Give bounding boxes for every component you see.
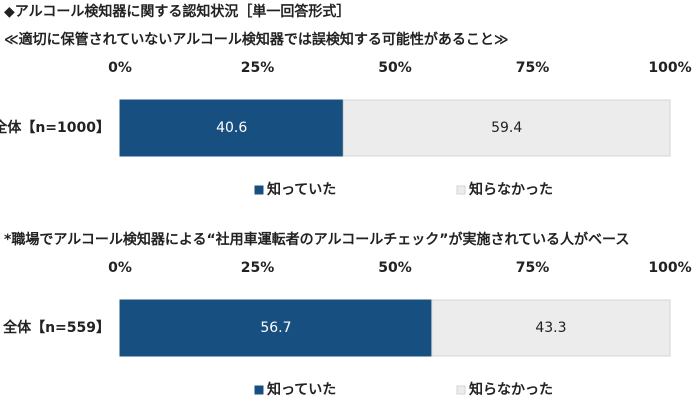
legend-label: 知らなかった — [469, 181, 553, 198]
value-label: 56.7 — [260, 320, 291, 336]
value-label: 59.4 — [491, 120, 522, 136]
value-label: 43.3 — [535, 320, 566, 336]
x-tick-label: 25% — [241, 60, 275, 76]
legend-marker — [254, 385, 264, 395]
legend-label: 知っていた — [267, 381, 336, 398]
legend-marker — [456, 185, 466, 195]
bar-segment — [119, 99, 344, 157]
chart-subtitle: ≪適切に保管されていないアルコール検知器では誤検知する可能性があること≫ — [4, 31, 508, 48]
x-tick-label: 25% — [241, 260, 275, 276]
x-tick-label: 50% — [378, 260, 412, 276]
chart-title: ◆アルコール検知器に関する認知状況［単一回答形式］ — [4, 3, 350, 20]
bar-segment — [431, 299, 671, 357]
x-tick-label: 0% — [108, 260, 132, 276]
bar-segment — [119, 299, 433, 357]
value-label: 40.6 — [216, 120, 247, 136]
x-tick-label: 75% — [516, 260, 550, 276]
x-tick-label: 75% — [516, 60, 550, 76]
x-tick-label: 0% — [108, 60, 132, 76]
legend-label: 知らなかった — [469, 381, 553, 398]
x-tick-label: 100% — [648, 260, 691, 276]
chart-note: *職場でアルコール検知器による“社用車運転者のアルコールチェック”が実施されてい… — [4, 231, 629, 248]
legend-label: 知っていた — [267, 181, 336, 198]
y-tick-label: 全体【n=1000】 — [0, 119, 110, 136]
legend-marker — [456, 385, 466, 395]
x-tick-label: 50% — [378, 60, 412, 76]
y-tick-label: 全体【n=559】 — [2, 319, 110, 336]
legend-marker — [254, 185, 264, 195]
bar-segment — [342, 99, 671, 157]
x-tick-label: 100% — [648, 60, 691, 76]
